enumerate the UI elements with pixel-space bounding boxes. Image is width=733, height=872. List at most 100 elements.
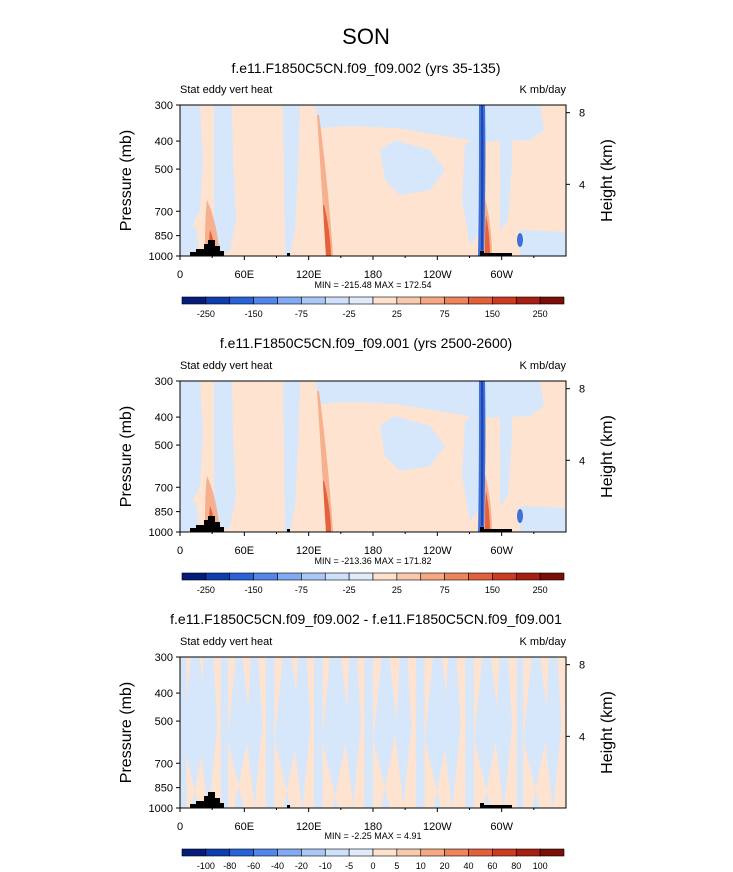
colorbar-box (301, 572, 326, 581)
positive-plume-120E (317, 115, 333, 256)
colorbar-box (492, 848, 517, 857)
colorbar-label: 80 (511, 861, 521, 871)
y-tick-label: 500 (155, 164, 173, 176)
colorbar-box (396, 848, 422, 857)
colorbar-label: -5 (345, 861, 353, 871)
negative-region-1 (180, 381, 203, 526)
colorbar-box (372, 572, 398, 581)
topography-spot (287, 805, 290, 808)
y-right-tick-label: 4 (579, 179, 585, 191)
difference-stripe-2 (182, 657, 208, 808)
chart-panel-2: f.e11.F1850C5CN.f09_f09.001 (yrs 2500-26… (118, 335, 616, 595)
y-axis-right-title: Height (km) (599, 415, 616, 498)
colorbar-box (515, 848, 541, 857)
colorbar: -250 -150 -75 -25 25 75 150 250 (181, 572, 565, 595)
colorbar-box (229, 296, 254, 305)
x-tick-label: 120W (423, 821, 452, 833)
negative-region-7 (500, 381, 512, 506)
colorbar-box (253, 296, 278, 305)
colorbar-box (492, 296, 517, 305)
colorbar-label: -250 (197, 585, 215, 595)
colorbar-box (539, 848, 565, 857)
difference-stripe-7 (265, 657, 275, 808)
contour-field (180, 105, 566, 256)
colorbar-label: -40 (271, 861, 284, 871)
panels-group: f.e11.F1850C5CN.f09_f09.002 (yrs 35-135)… (118, 60, 616, 871)
y-tick-label: 700 (155, 758, 173, 770)
colorbar-box (181, 296, 207, 305)
y-tick-label: 1000 (149, 251, 173, 263)
panel-title: f.e11.F1850C5CN.f09_f09.002 (yrs 35-135) (231, 60, 500, 76)
colorbar-label: -100 (197, 861, 215, 871)
topography-andes (480, 251, 512, 256)
colorbar-label: 150 (485, 309, 500, 319)
y-axis-right-title: Height (km) (599, 139, 616, 222)
x-tick-label: 0 (177, 269, 183, 281)
colorbar-box (229, 848, 254, 857)
x-tick-label: 120E (296, 269, 322, 281)
colorbar-label: -250 (197, 309, 215, 319)
positive-plume-120E (317, 391, 333, 532)
y-tick-label: 850 (155, 507, 173, 519)
y-right-tick-label: 8 (579, 384, 585, 396)
colorbar-box (515, 572, 541, 581)
negative-region-9 (180, 502, 200, 532)
negative-region-4 (315, 381, 544, 418)
difference-stripe-3 (199, 657, 218, 808)
difference-stripe-24 (544, 657, 562, 808)
y-axis-title: Pressure (mb) (118, 682, 135, 783)
x-tick-label: 120W (423, 545, 452, 557)
topography-spot (287, 253, 290, 256)
colorbar-box (372, 296, 398, 305)
negative-region-5 (380, 140, 445, 195)
difference-stripe-1 (180, 657, 187, 808)
colorbar-label: 10 (416, 861, 426, 871)
colorbar-box (324, 296, 350, 305)
colorbar-label: 75 (440, 309, 450, 319)
difference-stripe-22 (516, 657, 524, 808)
negative-region-3 (283, 381, 300, 532)
min-max-label: MIN = -213.36 MAX = 171.82 (314, 556, 431, 566)
topography-spot (287, 529, 290, 532)
colorbar-label: 25 (392, 309, 402, 319)
difference-stripe-6 (246, 657, 263, 808)
panel-right-string: K mb/day (520, 636, 567, 648)
panel-title: f.e11.F1850C5CN.f09_f09.002 - f.e11.F185… (170, 611, 562, 627)
colorbar-box (444, 848, 469, 857)
colorbar-box (492, 572, 517, 581)
colorbar-box (253, 572, 278, 581)
difference-stripe-19 (465, 657, 474, 808)
colorbar-label: -150 (245, 309, 263, 319)
y-right-tick-label: 8 (579, 108, 585, 120)
colorbar-box (324, 572, 350, 581)
colorbar-label: 25 (392, 585, 402, 595)
difference-stripe-21 (495, 657, 513, 808)
x-tick-label: 60E (235, 269, 255, 281)
y-tick-label: 500 (155, 440, 173, 452)
negative-region-4 (315, 105, 544, 142)
colorbar-label: -80 (223, 861, 236, 871)
panel-right-string: K mb/day (520, 360, 567, 372)
y-tick-label: 300 (155, 652, 173, 664)
colorbar-label: 40 (463, 861, 473, 871)
panel-title: f.e11.F1850C5CN.f09_f09.001 (yrs 2500-26… (220, 335, 512, 351)
y-tick-label: 400 (155, 136, 173, 148)
x-tick-label: 60E (235, 545, 255, 557)
colorbar-box (253, 848, 278, 857)
y-tick-label: 700 (155, 482, 173, 494)
x-tick-label: 60W (490, 269, 513, 281)
panel-left-string: Stat eddy vert heat (180, 360, 272, 372)
x-tick-label: 120W (423, 269, 452, 281)
y-tick-label: 1000 (149, 527, 173, 539)
topography-africa (190, 516, 224, 532)
panel-left-string: Stat eddy vert heat (180, 84, 272, 96)
x-tick-label: 0 (177, 821, 183, 833)
colorbar-box (348, 296, 374, 305)
colorbar-label: 100 (533, 861, 548, 871)
difference-stripe-13 (364, 657, 373, 808)
topography-andes (480, 527, 512, 532)
negative-spot-55W (517, 233, 523, 247)
difference-stripe-15 (395, 657, 412, 808)
negative-region-2 (214, 105, 236, 256)
difference-stripe-20 (474, 657, 499, 808)
